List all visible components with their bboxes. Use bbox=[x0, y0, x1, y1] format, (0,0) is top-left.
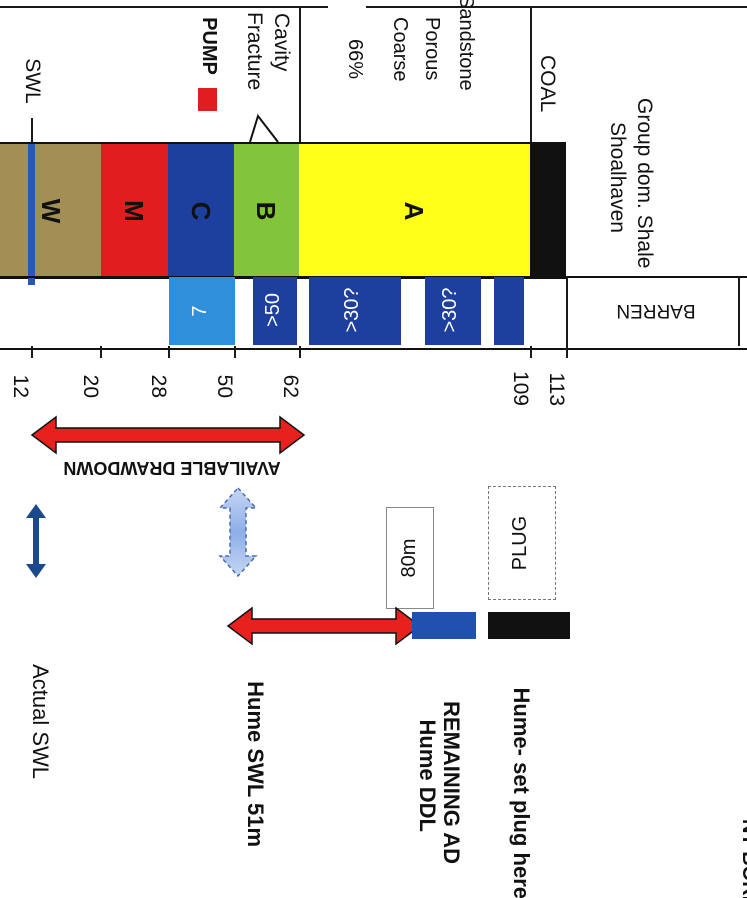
unit-b-label: B bbox=[251, 201, 281, 221]
plug-box: PLUG bbox=[488, 486, 556, 600]
depth-tick-109 bbox=[530, 346, 532, 358]
yield-7-label: 7 bbox=[189, 305, 211, 317]
cavity-chevron-icon bbox=[249, 113, 279, 143]
unit-c-label: C bbox=[186, 201, 216, 221]
depth-12: 12 bbox=[9, 374, 32, 398]
barren-divider-left bbox=[566, 276, 568, 346]
unit-c: C bbox=[168, 144, 234, 277]
unit-a: A bbox=[299, 144, 530, 277]
yield-box-50: >50 bbox=[253, 277, 297, 345]
available-drawdown-arrow bbox=[30, 415, 306, 455]
depth-tick-20 bbox=[100, 346, 102, 358]
divider-pump-fracture bbox=[299, 6, 301, 142]
barren-label: BARREN bbox=[616, 300, 696, 321]
yield-box-30a: >30? bbox=[309, 277, 401, 345]
yield-50-label: >50 bbox=[262, 293, 284, 327]
unit-w-label: W bbox=[36, 198, 66, 224]
sandstone-line2: Porous bbox=[421, 17, 443, 81]
unit-a-label: A bbox=[399, 201, 429, 221]
unit-b: B bbox=[234, 144, 299, 277]
fracture-label: Fracture bbox=[243, 12, 266, 91]
coal-label: COAL bbox=[536, 55, 559, 113]
shale-line2: Group dom. Shale bbox=[633, 98, 656, 269]
available-drawdown-label: AVAILABLE DRAWDOWN bbox=[63, 458, 281, 478]
depth-scale: 12 20 28 50 62 109 113 bbox=[0, 346, 600, 406]
remaining-ad-bar bbox=[412, 612, 476, 639]
plug-bar bbox=[488, 612, 570, 639]
yield-30b-label: >30? bbox=[439, 287, 461, 333]
yield-box-30b: >30? bbox=[425, 277, 481, 345]
unit-m-label: M bbox=[119, 200, 149, 222]
unit-w: W bbox=[0, 144, 101, 277]
remaining-ad-label: REMAINING AD bbox=[439, 701, 464, 864]
pump-label: PUMP bbox=[198, 17, 220, 75]
tick-swl bbox=[31, 118, 33, 144]
yield-box-7: 7 bbox=[169, 277, 235, 345]
hume-set-plug-label: Hume- set plug here bbox=[509, 687, 534, 898]
shale-line1: Shoalhaven bbox=[606, 122, 629, 233]
box-80m-label: 80m bbox=[398, 538, 420, 578]
pump-marker bbox=[198, 88, 217, 111]
depth-tick-62 bbox=[299, 346, 301, 358]
top-border-left bbox=[0, 6, 328, 8]
yield-box-small bbox=[494, 277, 524, 345]
cavity-label: Cavity bbox=[270, 13, 293, 72]
hume-range-dashed-arrow bbox=[218, 486, 258, 578]
sandstone-line3: Sandstone bbox=[455, 0, 477, 91]
unit-coal bbox=[530, 144, 566, 277]
top-border-right bbox=[366, 6, 747, 8]
sandstone-pct: 66% bbox=[344, 39, 366, 80]
swl-line bbox=[28, 144, 35, 285]
actual-swl-arrow bbox=[26, 504, 46, 578]
depth-tick-28 bbox=[168, 346, 170, 358]
lithology-column: W M C B A bbox=[0, 142, 566, 285]
depth-tick-50 bbox=[234, 346, 236, 358]
depth-109: 109 bbox=[509, 370, 532, 406]
depth-62: 62 bbox=[279, 374, 302, 398]
box-80m: 80m bbox=[386, 507, 434, 609]
swl-column-label: SWL bbox=[21, 58, 44, 104]
actual-swl-label: Actual SWL bbox=[28, 664, 53, 779]
divider-sandstone-coal bbox=[530, 6, 532, 142]
depth-50: 50 bbox=[213, 374, 236, 398]
unit-m: M bbox=[101, 144, 168, 277]
depth-28: 28 bbox=[147, 374, 170, 398]
depth-tick-12 bbox=[31, 346, 33, 358]
barren-divider-right bbox=[738, 276, 740, 346]
hume-swl-arrow bbox=[226, 606, 422, 646]
yield-30a-label: >30? bbox=[341, 287, 363, 333]
bore-title-label: NT BORE bbox=[738, 819, 747, 898]
depth-20: 20 bbox=[79, 374, 102, 398]
depth-113: 113 bbox=[545, 372, 568, 406]
plug-box-label: PLUG bbox=[509, 515, 531, 571]
hume-swl-label: Hume SWL 51m bbox=[243, 681, 268, 847]
sandstone-line1: Coarse bbox=[389, 17, 411, 82]
depth-tick-113 bbox=[566, 346, 568, 358]
